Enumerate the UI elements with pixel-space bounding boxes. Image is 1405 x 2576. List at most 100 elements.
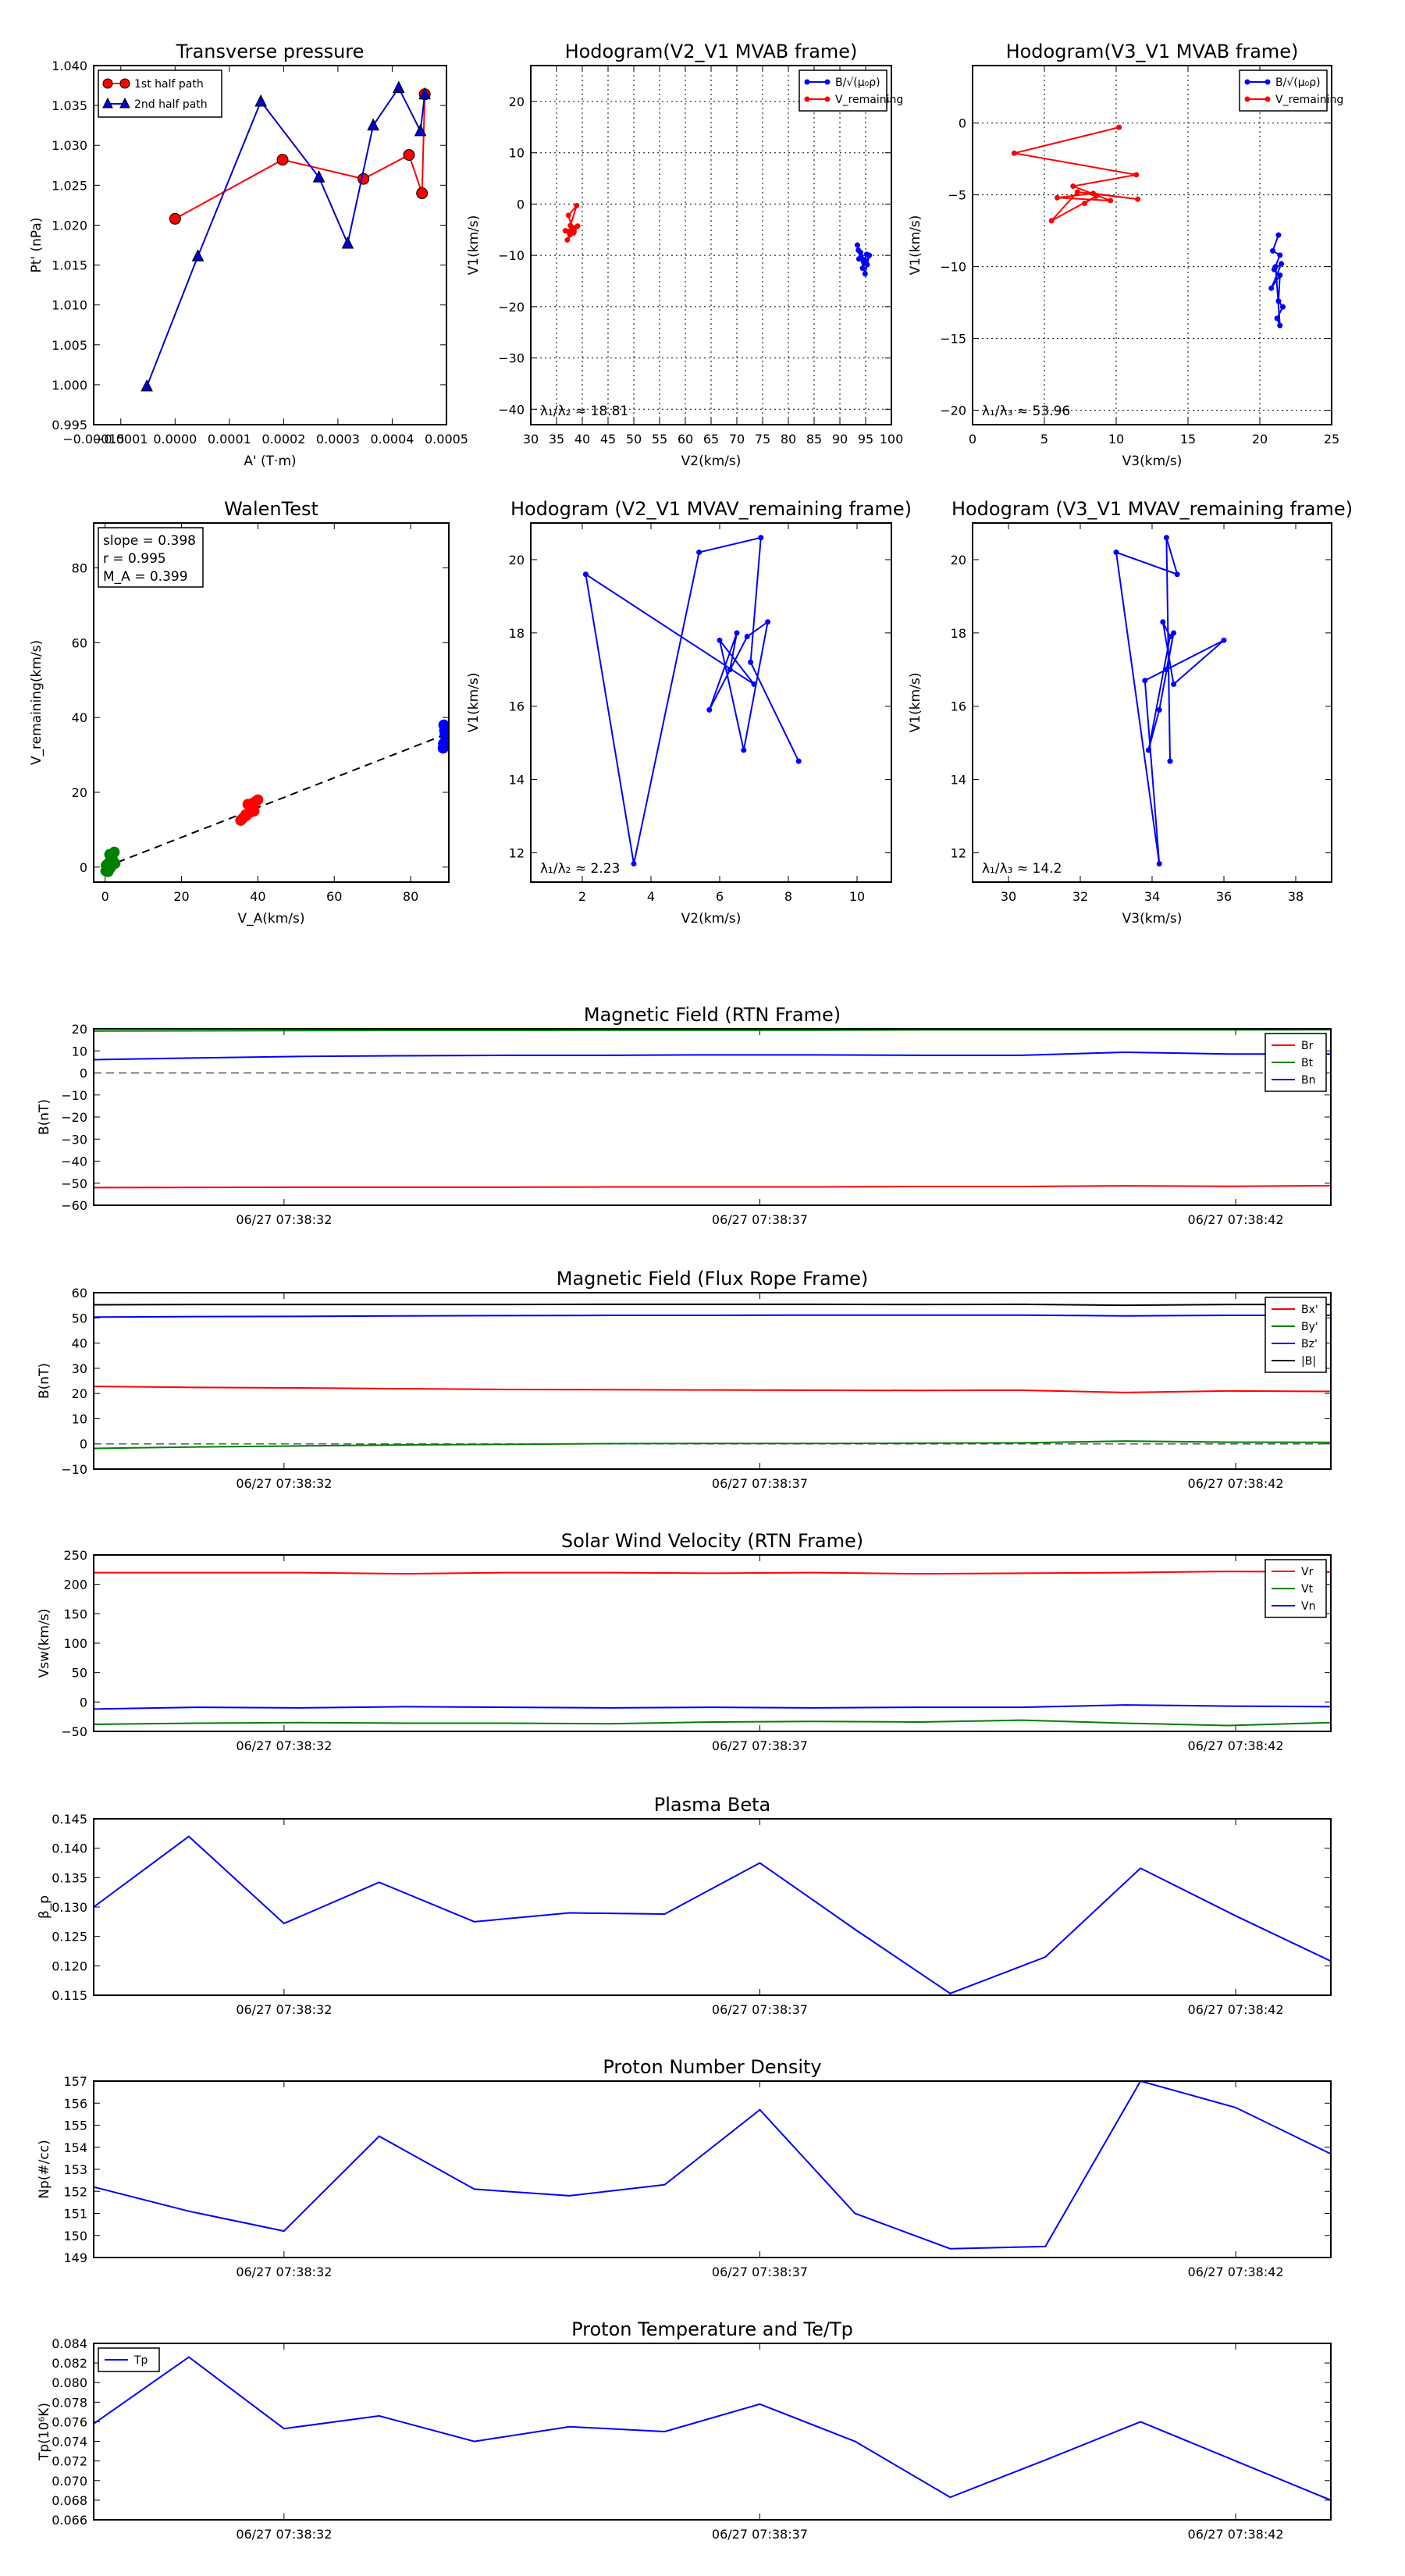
y-tick-label: −10 (61, 1088, 87, 1103)
data-point (438, 738, 449, 749)
chart-title: Magnetic Field (Flux Rope Frame) (557, 1268, 868, 1290)
y-tick-label: 1.030 (52, 138, 87, 153)
series-line (94, 2081, 1331, 2250)
legend-label: B/√(μ₀ρ) (835, 76, 880, 89)
y-axis-label: V_remaining(km/s) (29, 640, 44, 765)
data-point (1133, 172, 1140, 178)
y-tick-label: 1.035 (52, 98, 87, 113)
y-tick-label: 200 (63, 1578, 87, 1592)
chart-title: Plasma Beta (654, 1794, 770, 1816)
y-tick-label: 157 (63, 2074, 87, 2089)
y-tick-label: 250 (63, 1548, 87, 1563)
series-beta (94, 1835, 1331, 1994)
legend-label: Vr (1301, 1566, 1314, 1578)
x-tick-label: 06/27 07:38:32 (236, 2527, 332, 2542)
data-point (1113, 550, 1119, 556)
y-tick-label: 152 (63, 2184, 87, 2199)
x-tick-label: 0.0003 (316, 432, 360, 447)
x-tick-label: 06/27 07:38:42 (1188, 2265, 1284, 2279)
legend-box (799, 69, 887, 112)
data-point (312, 169, 325, 183)
chart-beta: Plasma Beta 0.115 0.120 0.125 0.130 0.135 0.14… (37, 1794, 1332, 2017)
series-line (94, 1704, 1331, 1710)
series-line (94, 1303, 1331, 1307)
x-tick-label: 06/27 07:38:32 (236, 2265, 332, 2279)
legend-item: Bt (1272, 1057, 1314, 1069)
y-tick-label: 0 (959, 116, 966, 131)
x-tick-label: 45 (600, 432, 616, 447)
data-point (751, 681, 757, 688)
x-axis-label: V_A(km/s) (237, 911, 304, 927)
y-tick-label: 0.070 (52, 2474, 87, 2489)
y-tick-label: 0.082 (52, 2356, 87, 2371)
series-br (94, 1184, 1331, 1189)
x-axis-label: V2(km/s) (681, 911, 742, 927)
series-line (94, 1835, 1331, 1994)
x-tick-label: 06/27 07:38:42 (1188, 2527, 1284, 2542)
y-tick-label: 1.015 (52, 258, 87, 273)
x-tick-label: 0.0002 (261, 432, 305, 447)
series-line (94, 1719, 1331, 1727)
x-tick-label: 06/27 07:38:37 (712, 1738, 808, 1753)
data-point (1142, 678, 1148, 684)
legend-marker (824, 79, 831, 85)
y-axis-label: V1(km/s) (466, 215, 482, 276)
legend-label: V_remaining (1275, 94, 1343, 106)
chart-title: Hodogram(V3_V1 MVAB frame) (1006, 41, 1299, 62)
legend-label: Bz' (1301, 1338, 1318, 1350)
series-vt (94, 1719, 1331, 1727)
legend-label: B/√(μ₀ρ) (1275, 76, 1321, 89)
data-point (418, 87, 431, 100)
data-point (582, 571, 589, 578)
series-line (146, 86, 426, 387)
y-tick-label: −10 (940, 260, 966, 275)
axes-frame (93, 1028, 1332, 1206)
x-tick-label: 55 (652, 432, 667, 447)
series-b- (854, 242, 873, 277)
legend-label: 2nd half path (134, 98, 208, 111)
y-tick-label: 0 (80, 1066, 87, 1081)
axes-frame (972, 65, 1332, 425)
data-point (191, 249, 205, 262)
data-point (866, 252, 873, 258)
y-tick-label: 50 (72, 1666, 87, 1681)
y-axis-label: V1(km/s) (908, 215, 923, 276)
x-tick-label: 06/27 07:38:42 (1188, 1738, 1284, 1753)
x-tick-label: 25 (1324, 432, 1339, 447)
legend-item: Vr (1272, 1566, 1314, 1578)
legend-label: 1st half path (134, 78, 204, 91)
x-tick-label: 10 (849, 889, 865, 904)
series-np (94, 2081, 1331, 2250)
data-point (1116, 124, 1122, 130)
series-line (1014, 126, 1138, 222)
eigenvalue-ratio-annotation: λ₁/λ₃ ≈ 14.2 (982, 861, 1062, 877)
y-tick-label: 1.005 (52, 338, 87, 353)
data-point (567, 222, 574, 229)
x-tick-label: 0 (101, 889, 109, 904)
data-point (403, 148, 415, 161)
x-tick-label: 34 (1144, 889, 1160, 904)
series-line (174, 94, 426, 220)
x-tick-label: 32 (1072, 889, 1088, 904)
data-point (1163, 667, 1169, 673)
data-point (1156, 706, 1162, 713)
data-point (1082, 201, 1088, 207)
y-tick-label: 0.068 (52, 2493, 87, 2508)
x-tick-label: 06/27 07:38:37 (712, 2002, 808, 2017)
y-tick-label: 1.000 (52, 378, 87, 393)
x-axis-label: V3(km/s) (1122, 454, 1183, 469)
y-tick-label: 0.084 (52, 2336, 87, 2351)
y-tick-label: 153 (63, 2162, 87, 2177)
chart-mag_fr: Magnetic Field (Flux Rope Frame) −10 0 10 20… (37, 1268, 1332, 1491)
axes-frame (93, 1554, 1332, 1732)
axes-frame (530, 65, 892, 425)
series-line (94, 1184, 1331, 1189)
y-tick-label: −5 (948, 188, 966, 203)
y-tick-label: 12 (951, 845, 966, 860)
data-point (758, 535, 764, 541)
x-tick-label: 60 (326, 889, 342, 904)
legend-marker (804, 79, 810, 85)
chart-vel: Solar Wind Velocity (RTN Frame) −50 0 50 100… (37, 1530, 1332, 1753)
series-y (235, 794, 264, 826)
data-point (1055, 194, 1061, 201)
